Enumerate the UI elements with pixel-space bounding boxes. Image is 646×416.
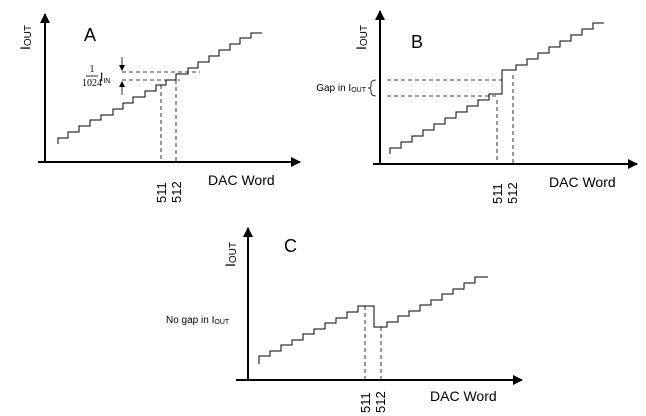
panel-a-label: A: [84, 25, 96, 45]
panel-a-fraction-numerator: 1: [90, 64, 95, 75]
panel-a: 1 1024 IIN A IOUT DAC Word 511 512: [17, 13, 301, 203]
panel-b-tick-512: 512: [505, 182, 520, 204]
panel-c-label: C: [284, 236, 297, 256]
panel-a-staircase: [57, 32, 262, 144]
panel-a-symbol: IIN: [100, 70, 110, 85]
panel-c-x-label: DAC Word: [430, 388, 497, 404]
panel-a-fraction-denominator: 1024: [82, 78, 102, 89]
panel-b-gap-brace: [367, 79, 377, 97]
panel-b-tick-511: 511: [490, 183, 505, 204]
panel-b-y-label: IOUT: [353, 25, 370, 50]
panel-a-tick-511: 511: [154, 182, 169, 203]
panel-b-label: B: [411, 32, 423, 52]
panel-c: No gap in IOUT C IOUT DAC Word 511 512: [166, 227, 523, 413]
panel-c-tick-511: 511: [358, 392, 373, 413]
panel-b-x-label: DAC Word: [549, 174, 616, 190]
panel-b: Gap in IOUT B IOUT DAC Word 511 512: [316, 10, 638, 204]
panel-c-no-gap-note: No gap in IOUT: [166, 315, 230, 326]
panel-a-x-label: DAC Word: [208, 172, 275, 188]
panel-c-y-label: IOUT: [222, 242, 239, 267]
panel-a-y-label: IOUT: [17, 25, 34, 50]
panel-b-staircase: [389, 22, 604, 154]
panel-c-staircase: [258, 276, 488, 364]
panel-c-tick-512: 512: [373, 391, 388, 413]
panel-b-gap-note: Gap in IOUT: [316, 83, 367, 94]
panel-a-tick-512: 512: [169, 181, 184, 203]
